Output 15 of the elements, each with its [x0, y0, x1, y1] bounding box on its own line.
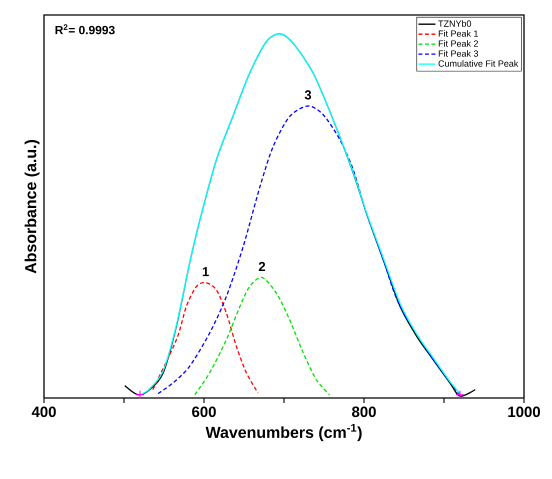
x-tick-label: 800 [352, 406, 376, 418]
legend-label: TZNYb0 [438, 20, 472, 27]
legend-label: Cumulative Fit Peak [438, 60, 518, 67]
x-tick-label: 600 [192, 406, 216, 418]
legend-label: Fit Peak 3 [438, 50, 478, 57]
x-tick-label: 1000 [508, 406, 540, 418]
annotation: 2 [258, 262, 266, 271]
annotation: R$^{2}$= 0.9993 [56, 24, 115, 34]
annotation: 3 [304, 90, 312, 100]
annotation: 1 [202, 267, 209, 276]
x-axis-title: Wavenumbers (cm$^{-1}$) [206, 424, 362, 442]
x-tick-label: 400 [32, 406, 56, 418]
y-axis-title: Absorbance (a.u.) [24, 140, 40, 274]
legend-label: Fit Peak 2 [438, 40, 478, 47]
legend-label: Fit Peak 1 [438, 30, 478, 37]
